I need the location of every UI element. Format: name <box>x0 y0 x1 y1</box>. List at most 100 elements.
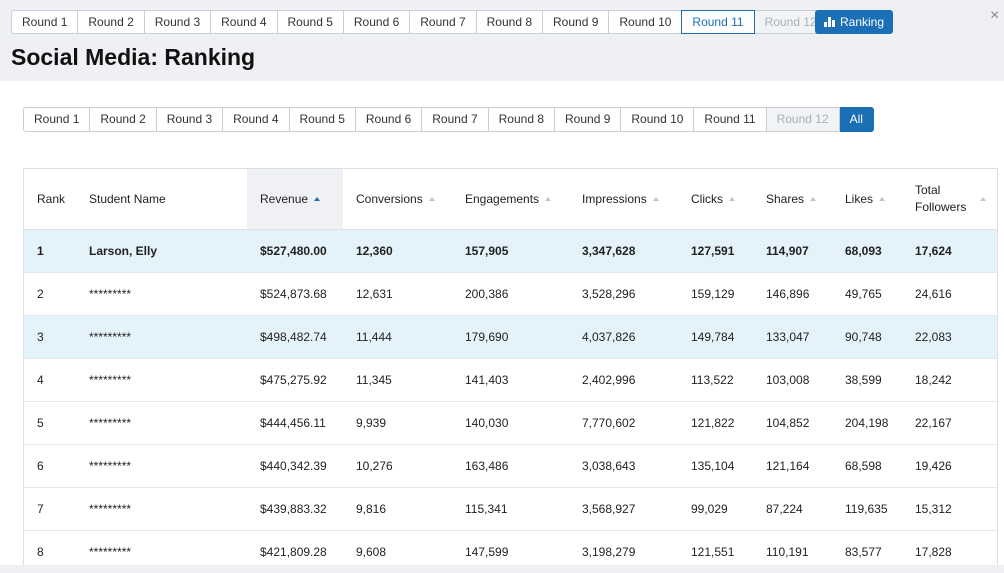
cell-shares: 103,008 <box>753 358 832 402</box>
column-header-label: Student Name <box>89 191 166 206</box>
filter-tab-round-12: Round 12 <box>766 107 840 132</box>
cell-clicks: 113,522 <box>678 358 753 402</box>
cell-revenue: $421,809.28 <box>247 530 343 565</box>
column-header-shares[interactable]: Shares <box>753 169 832 230</box>
sort-arrow-icon[interactable] <box>428 196 435 201</box>
cell-conversions: 11,345 <box>343 358 452 402</box>
sort-arrow-icon[interactable] <box>545 196 552 201</box>
table-row[interactable]: 8 ********* $421,809.28 9,608 147,599 3,198,2… <box>24 530 997 565</box>
column-header-revenue[interactable]: Revenue <box>247 169 343 230</box>
sort-arrow-icon[interactable] <box>652 196 659 201</box>
cell-shares: 104,852 <box>753 401 832 445</box>
cell-impressions: 3,038,643 <box>569 444 678 488</box>
cell-conversions: 9,816 <box>343 487 452 531</box>
filter-tab-round-4[interactable]: Round 4 <box>223 107 290 132</box>
top-tab-round-5[interactable]: Round 5 <box>277 10 344 34</box>
filter-tab-round-6[interactable]: Round 6 <box>355 107 423 132</box>
filter-tab-round-9[interactable]: Round 9 <box>555 107 622 132</box>
cell-rank: 3 <box>24 315 76 359</box>
filter-tab-round-5[interactable]: Round 5 <box>289 107 356 132</box>
table-row[interactable]: 5 ********* $444,456.11 9,939 140,030 7,770,6… <box>24 401 997 445</box>
table-row[interactable]: 2 ********* $524,873.68 12,631 200,386 3,528,… <box>24 272 997 316</box>
filter-tab-round-8[interactable]: Round 8 <box>488 107 555 132</box>
cell-total-followers: 15,312 <box>902 487 997 531</box>
cell-engagements: 200,386 <box>452 272 569 316</box>
column-header-impressions[interactable]: Impressions <box>569 169 678 230</box>
table-row[interactable]: 6 ********* $440,342.39 10,276 163,486 3,038,… <box>24 444 997 488</box>
top-tab-round-3[interactable]: Round 3 <box>144 10 212 34</box>
top-tab-round-1[interactable]: Round 1 <box>11 10 79 34</box>
cell-likes: 90,748 <box>832 315 902 359</box>
column-header-label: Shares <box>766 191 805 206</box>
cell-engagements: 179,690 <box>452 315 569 359</box>
cell-impressions: 7,770,602 <box>569 401 678 445</box>
cell-student-name: ********* <box>76 530 247 565</box>
column-header-clicks[interactable]: Clicks <box>678 169 753 230</box>
cell-clicks: 159,129 <box>678 272 753 316</box>
column-header-label: Likes <box>845 191 874 206</box>
cell-rank: 4 <box>24 358 76 402</box>
page-title: Social Media: Ranking <box>11 44 256 70</box>
table-row[interactable]: 3 ********* $498,482.74 11,444 179,690 4,037,… <box>24 315 997 359</box>
main-panel: Round 1 Round 2 Round 3 Round 4 Round 5 Round… <box>0 81 1004 565</box>
cell-impressions: 4,037,826 <box>569 315 678 359</box>
cell-clicks: 121,822 <box>678 401 753 445</box>
cell-rank: 8 <box>24 530 76 565</box>
sort-arrow-icon[interactable] <box>810 196 817 201</box>
cell-shares: 133,047 <box>753 315 832 359</box>
sort-arrow-icon[interactable] <box>314 196 321 201</box>
cell-total-followers: 17,828 <box>902 530 997 565</box>
filter-tab-round-1[interactable]: Round 1 <box>23 107 91 132</box>
cell-shares: 110,191 <box>753 530 832 565</box>
cell-rank: 6 <box>24 444 76 488</box>
top-tab-round-7[interactable]: Round 7 <box>410 10 477 34</box>
cell-impressions: 3,198,279 <box>569 530 678 565</box>
top-tab-round-11[interactable]: Round 11 <box>681 10 755 34</box>
cell-likes: 119,635 <box>832 487 902 531</box>
cell-impressions: 2,402,996 <box>569 358 678 402</box>
bottom-strip <box>0 565 1004 573</box>
column-header-conversions[interactable]: Conversions <box>343 169 452 230</box>
top-tab-round-4[interactable]: Round 4 <box>211 10 278 34</box>
table-row[interactable]: 4 ********* $475,275.92 11,345 141,403 2,402,… <box>24 358 997 402</box>
cell-impressions: 3,347,628 <box>569 229 678 273</box>
cell-conversions: 9,608 <box>343 530 452 565</box>
cell-likes: 68,598 <box>832 444 902 488</box>
filter-tab-all[interactable]: All <box>839 107 874 132</box>
column-header-label: Impressions <box>582 191 647 206</box>
bar-chart-icon <box>823 17 835 27</box>
sort-arrow-icon[interactable] <box>729 196 735 201</box>
column-header-engagements[interactable]: Engagements <box>452 169 569 230</box>
cell-student-name: Larson, Elly <box>76 229 247 273</box>
top-tab-round-8[interactable]: Round 8 <box>476 10 543 34</box>
ranking-button[interactable]: Ranking <box>815 10 893 34</box>
top-tab-round-2[interactable]: Round 2 <box>78 10 145 34</box>
cell-revenue: $527,480.00 <box>247 229 343 273</box>
column-header-likes[interactable]: Likes <box>832 169 902 230</box>
column-header-total-followers[interactable]: Total Followers <box>902 169 997 230</box>
sort-arrow-icon[interactable] <box>879 196 886 201</box>
top-tab-round-9[interactable]: Round 9 <box>543 10 610 34</box>
cell-clicks: 149,784 <box>678 315 753 359</box>
table-row[interactable]: 1 Larson, Elly $527,480.00 12,360 157,905 3,3… <box>24 229 997 273</box>
column-header-label: Engagements <box>465 191 540 206</box>
cell-student-name: ********* <box>76 401 247 445</box>
filter-tab-round-10[interactable]: Round 10 <box>621 107 695 132</box>
top-tab-round-10[interactable]: Round 10 <box>609 10 683 34</box>
table-row[interactable]: 7 ********* $439,883.32 9,816 115,341 3,568,9… <box>24 487 997 531</box>
sort-arrow-icon[interactable] <box>980 196 986 201</box>
filter-tab-round-11[interactable]: Round 11 <box>694 107 767 132</box>
close-icon[interactable]: × <box>990 7 1000 24</box>
filter-tab-round-7[interactable]: Round 7 <box>422 107 489 132</box>
cell-impressions: 3,528,296 <box>569 272 678 316</box>
filter-tab-round-3[interactable]: Round 3 <box>156 107 224 132</box>
cell-shares: 146,896 <box>753 272 832 316</box>
ranking-table: Rank Student Name Revenue Conversions Engage… <box>24 169 997 565</box>
cell-engagements: 163,486 <box>452 444 569 488</box>
filter-tab-round-2[interactable]: Round 2 <box>90 107 157 132</box>
cell-student-name: ********* <box>76 487 247 531</box>
cell-student-name: ********* <box>76 358 247 402</box>
top-tab-round-6[interactable]: Round 6 <box>343 10 411 34</box>
table-header-row: Rank Student Name Revenue Conversions Engage… <box>24 169 997 230</box>
cell-shares: 121,164 <box>753 444 832 488</box>
